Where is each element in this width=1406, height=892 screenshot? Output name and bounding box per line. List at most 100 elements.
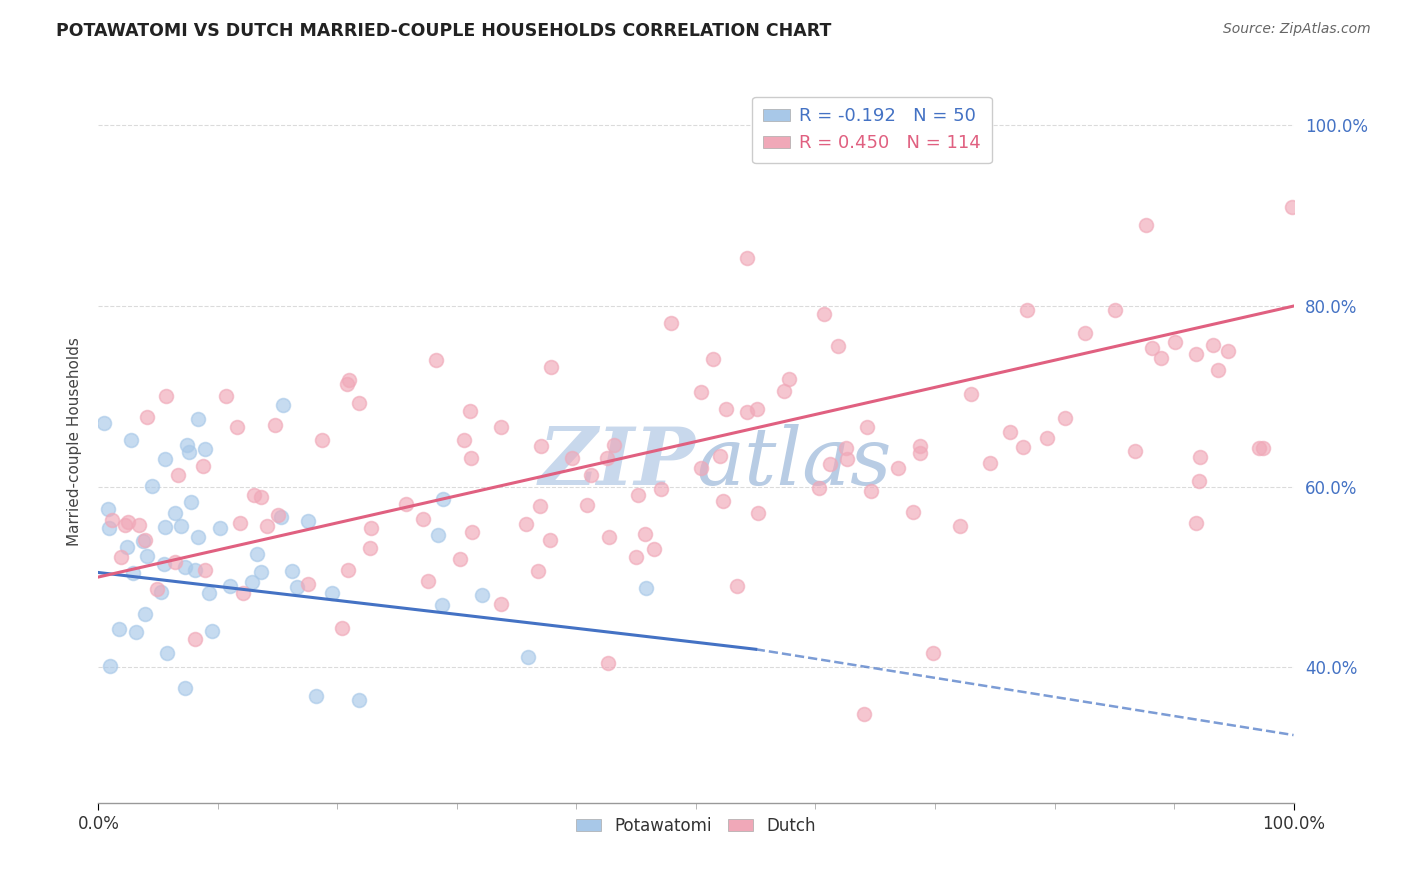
Text: POTAWATOMI VS DUTCH MARRIED-COUPLE HOUSEHOLDS CORRELATION CHART: POTAWATOMI VS DUTCH MARRIED-COUPLE HOUSE…: [56, 22, 831, 40]
Point: [174, 560, 197, 574]
Point: [1135, 218, 1157, 232]
Point: [1036, 431, 1059, 445]
Point: [634, 582, 657, 596]
Point: [1253, 441, 1275, 455]
Point: [155, 389, 177, 403]
Point: [304, 690, 326, 704]
Point: [134, 607, 156, 621]
Point: [835, 442, 858, 456]
Point: [134, 533, 156, 548]
Point: [1150, 351, 1173, 365]
Point: [725, 579, 748, 593]
Point: [489, 419, 512, 434]
Point: [910, 438, 932, 452]
Point: [856, 420, 879, 434]
Point: [598, 530, 620, 544]
Point: [659, 316, 682, 330]
Point: [128, 518, 150, 533]
Point: [163, 555, 186, 569]
Point: [149, 585, 172, 599]
Point: [538, 533, 561, 547]
Point: [287, 580, 309, 594]
Point: [271, 398, 294, 412]
Point: [187, 412, 209, 426]
Point: [709, 449, 731, 463]
Point: [146, 582, 169, 596]
Point: [187, 530, 209, 544]
Point: [108, 622, 131, 636]
Text: atlas: atlas: [696, 425, 891, 502]
Point: [132, 534, 155, 549]
Point: [198, 586, 221, 600]
Point: [837, 451, 859, 466]
Point: [650, 483, 672, 497]
Point: [827, 339, 849, 353]
Point: [517, 649, 540, 664]
Point: [243, 488, 266, 502]
Point: [634, 527, 657, 541]
Point: [184, 632, 207, 646]
Point: [1218, 344, 1240, 359]
Point: [349, 396, 371, 410]
Point: [110, 549, 132, 564]
Point: [960, 387, 983, 401]
Point: [561, 451, 583, 466]
Point: [471, 588, 494, 602]
Point: [627, 488, 650, 502]
Point: [772, 384, 794, 398]
Point: [949, 519, 972, 533]
Point: [745, 401, 768, 416]
Point: [321, 585, 343, 599]
Point: [93, 417, 115, 431]
Point: [97, 501, 120, 516]
Point: [336, 376, 359, 391]
Point: [155, 520, 177, 534]
Point: [225, 419, 247, 434]
Point: [901, 505, 924, 519]
Point: [120, 434, 142, 448]
Point: [596, 656, 619, 670]
Point: [527, 564, 550, 578]
Point: [489, 597, 512, 611]
Point: [141, 479, 163, 493]
Point: [747, 507, 769, 521]
Point: [232, 586, 254, 600]
Point: [818, 457, 841, 471]
Point: [737, 251, 759, 265]
Point: [1104, 302, 1126, 317]
Point: [209, 521, 232, 535]
Point: [1185, 516, 1208, 530]
Point: [125, 625, 148, 640]
Point: [460, 450, 482, 465]
Point: [135, 410, 157, 425]
Point: [114, 518, 136, 533]
Point: [1054, 411, 1077, 425]
Text: Source: ZipAtlas.com: Source: ZipAtlas.com: [1223, 22, 1371, 37]
Point: [427, 528, 450, 542]
Point: [529, 499, 551, 513]
Point: [643, 541, 665, 556]
Point: [1202, 337, 1225, 351]
Point: [1249, 442, 1271, 456]
Point: [711, 494, 734, 508]
Point: [267, 508, 290, 522]
Y-axis label: Married-couple Households: Married-couple Households: [66, 337, 82, 546]
Point: [246, 547, 269, 561]
Point: [170, 518, 193, 533]
Point: [1188, 475, 1211, 489]
Point: [250, 490, 273, 504]
Point: [219, 579, 242, 593]
Point: [702, 351, 724, 366]
Point: [449, 552, 471, 566]
Point: [1015, 303, 1038, 318]
Point: [349, 693, 371, 707]
Point: [173, 681, 195, 696]
Point: [808, 481, 831, 495]
Point: [297, 577, 319, 591]
Point: [270, 510, 292, 524]
Point: [153, 451, 176, 466]
Point: [336, 563, 359, 577]
Point: [359, 541, 381, 555]
Point: [98, 520, 121, 534]
Point: [152, 558, 174, 572]
